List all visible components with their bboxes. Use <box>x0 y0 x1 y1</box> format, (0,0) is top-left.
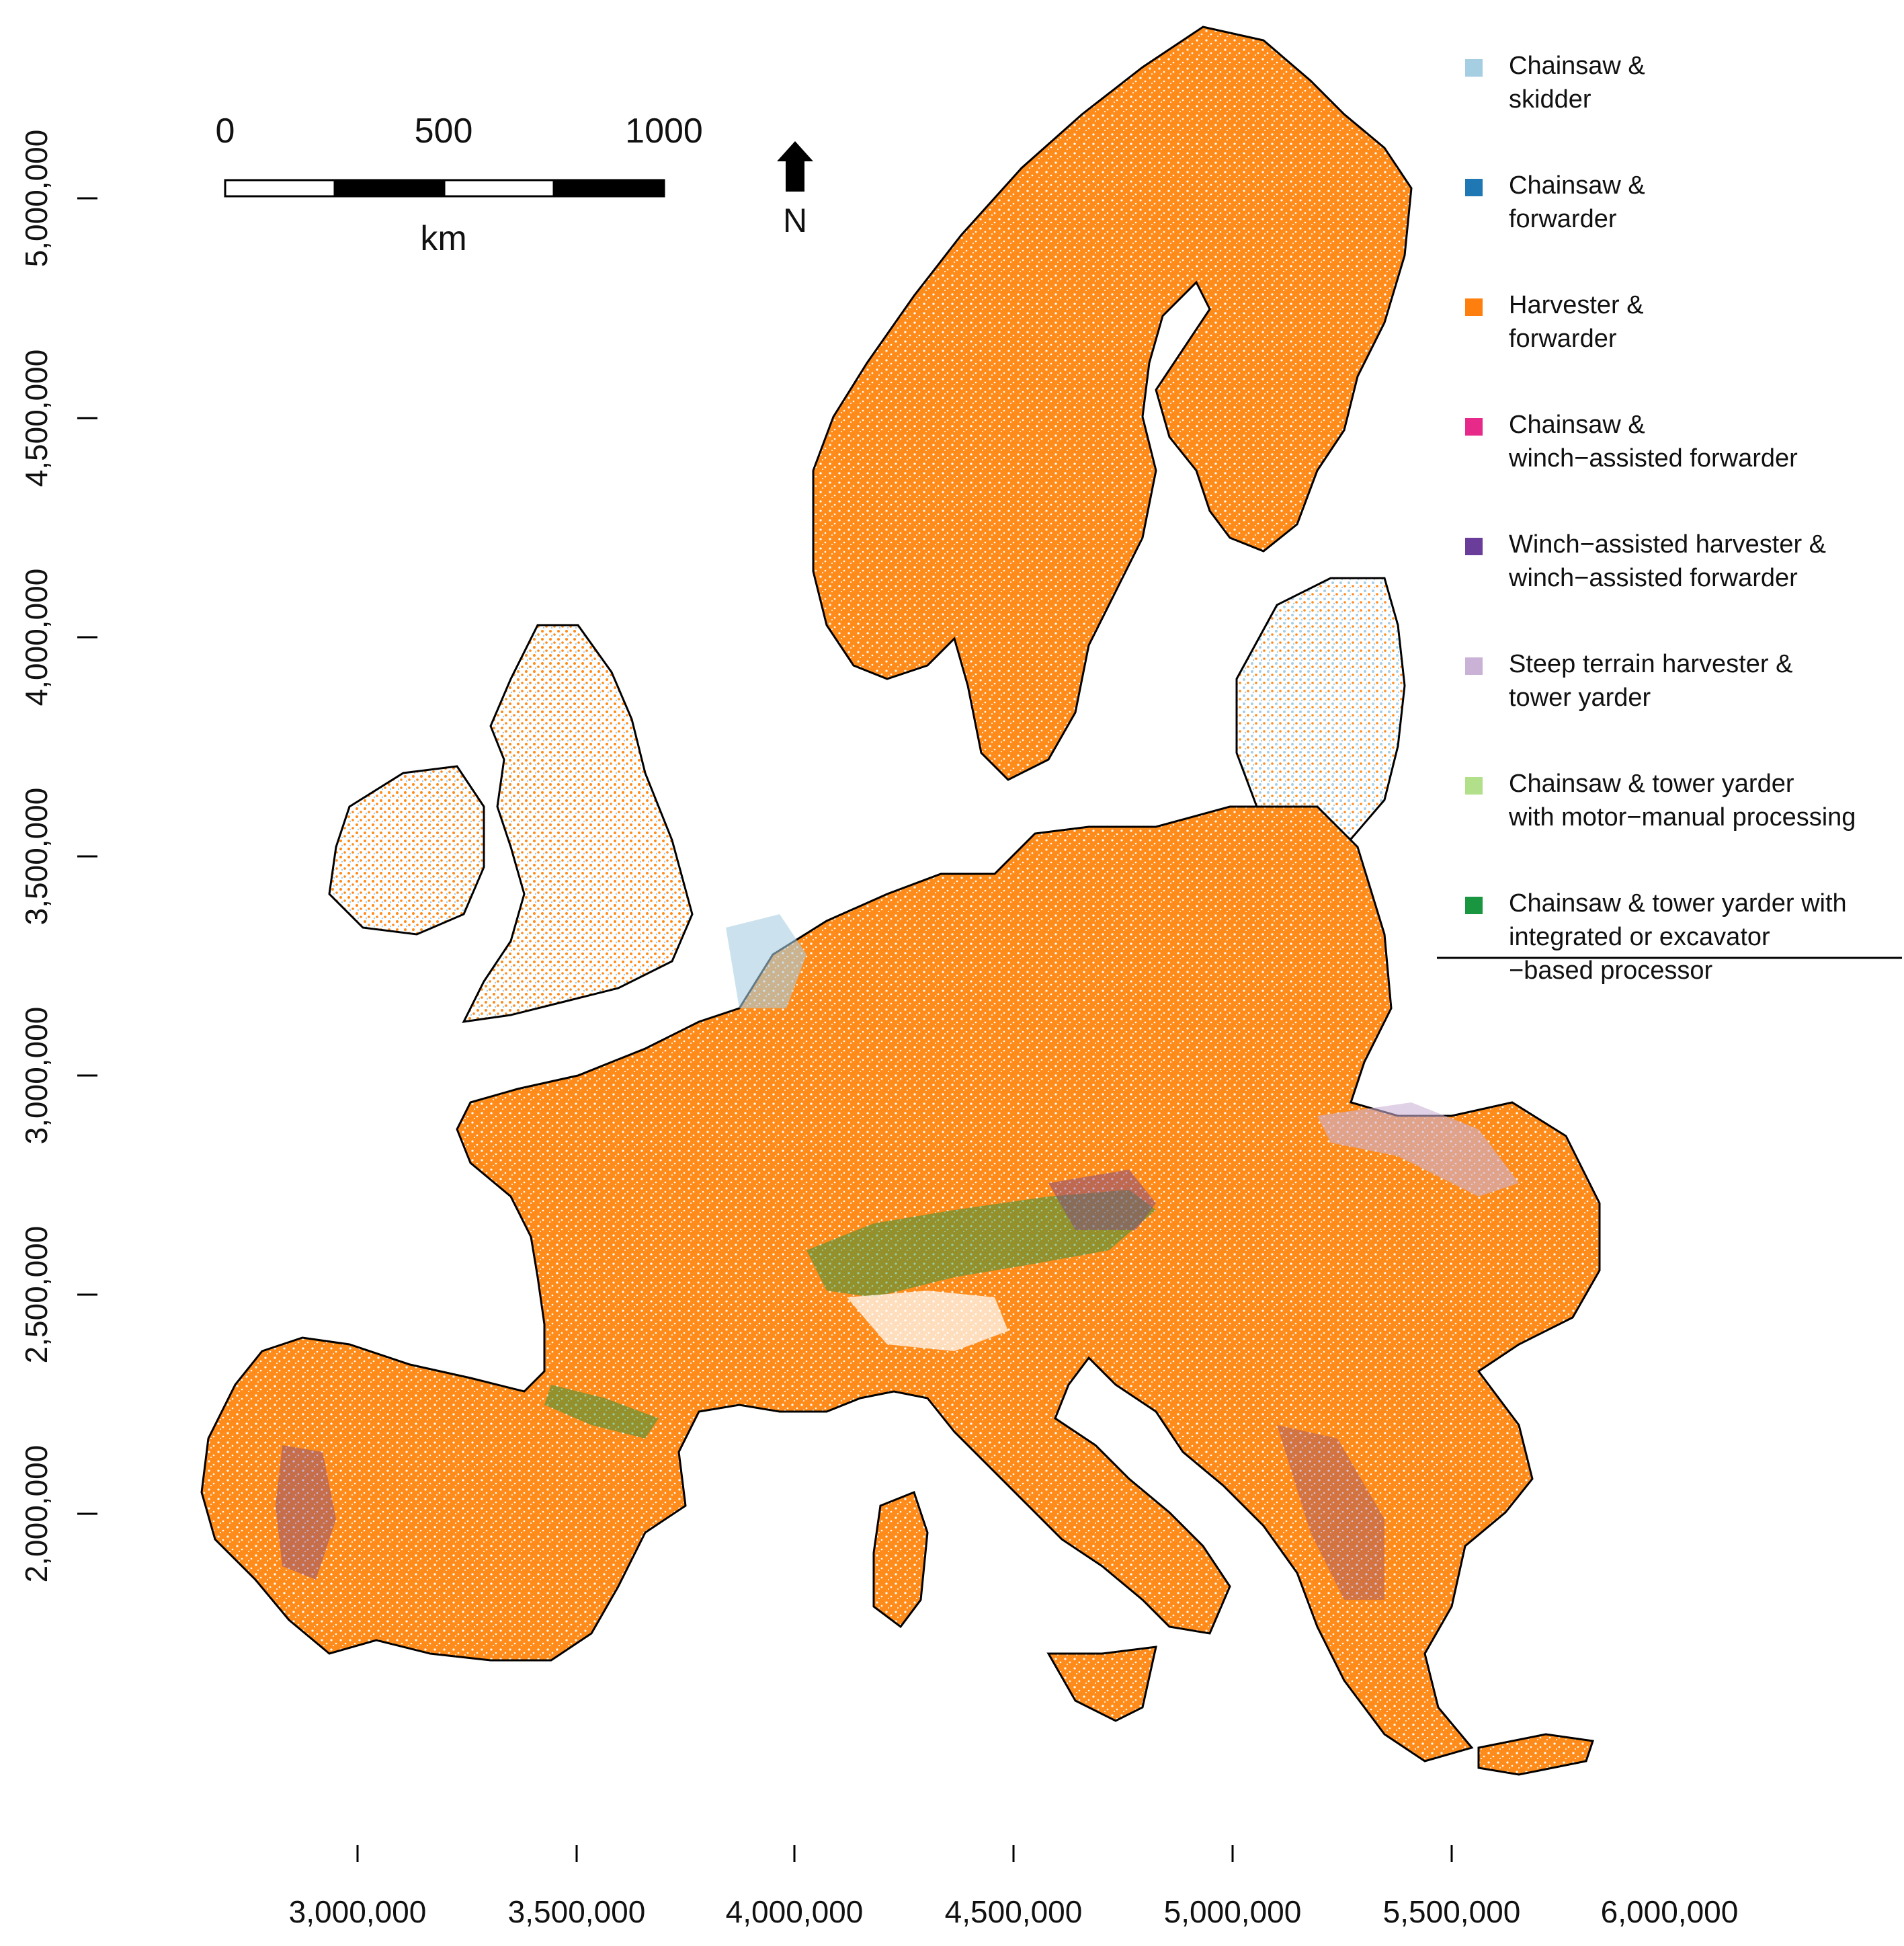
scale-bar: 0 500 1000 km <box>216 112 703 258</box>
scale-segment <box>552 179 665 198</box>
legend-label: −based processor <box>1509 957 1712 985</box>
y-tick-label: 3,500,000 <box>19 788 54 926</box>
pyrenees-overlay <box>544 1385 659 1438</box>
scale-segment <box>333 179 446 198</box>
legend-swatch <box>1465 777 1483 795</box>
legend-label: Steep terrain harvester & <box>1509 650 1792 678</box>
legend-swatch <box>1465 897 1483 914</box>
scale-unit-label: km <box>420 219 466 258</box>
po-valley-overlay <box>847 1291 1008 1351</box>
legend-label: winch−assisted forwarder <box>1508 564 1798 592</box>
north-arrow-icon <box>777 141 813 192</box>
scale-segment <box>443 179 555 198</box>
legend-label: Chainsaw & <box>1509 171 1645 200</box>
legend-swatch <box>1465 298 1483 316</box>
legend-label: tower yarder <box>1509 684 1651 712</box>
x-tick-label: 3,000,000 <box>289 1894 427 1929</box>
y-tick-label: 4,500,000 <box>19 350 54 487</box>
x-tick-label: 3,500,000 <box>508 1894 646 1929</box>
legend-label: forwarder <box>1509 325 1617 353</box>
legend-label: Chainsaw & <box>1509 52 1645 80</box>
scale-tick-label: 500 <box>415 112 473 151</box>
x-axis <box>356 1845 1453 1862</box>
region-continental-europe <box>200 805 1601 1762</box>
y-tick-label: 2,000,000 <box>19 1445 54 1583</box>
region-sicily <box>1046 1646 1157 1722</box>
land-masses <box>200 26 1601 1776</box>
legend-label: with motor−manual processing <box>1508 803 1856 832</box>
legend-label: Harvester & <box>1509 291 1644 319</box>
legend-label: Winch−assisted harvester & <box>1509 530 1826 559</box>
y-axis <box>77 197 97 1515</box>
region-ireland <box>328 765 485 936</box>
legend-label: winch−assisted forwarder <box>1508 444 1798 473</box>
scale-segment <box>224 179 336 198</box>
region-great-britain <box>462 624 694 1023</box>
legend-label: Chainsaw & tower yarder with <box>1509 889 1847 918</box>
north-label: N <box>783 202 807 239</box>
legend-swatch <box>1465 179 1483 196</box>
alps-purple-overlay <box>1048 1170 1156 1230</box>
x-tick-label: 4,500,000 <box>945 1894 1083 1929</box>
alps-overlay <box>806 1190 1156 1297</box>
legend-swatch <box>1465 657 1483 675</box>
legend: Chainsaw & skidder Chainsaw & forwarder Ha… <box>1437 52 1902 985</box>
y-tick-label: 5,000,000 <box>19 130 54 268</box>
region-crete <box>1477 1733 1594 1776</box>
y-axis-labels: 5,000,000 4,500,000 4,000,000 3,500,000 … <box>19 130 54 1583</box>
y-tick-label: 4,000,000 <box>19 569 54 706</box>
carpathians-overlay <box>1317 1102 1519 1197</box>
y-tick-label: 2,500,000 <box>19 1226 54 1364</box>
balkans-overlay <box>1277 1425 1384 1600</box>
x-tick-label: 4,000,000 <box>726 1894 864 1929</box>
x-tick-label: 5,000,000 <box>1164 1894 1302 1929</box>
legend-label: Chainsaw & <box>1509 411 1645 439</box>
region-sardinia <box>872 1491 929 1629</box>
region-scandinavia <box>812 26 1413 781</box>
north-arrow: N <box>777 141 813 239</box>
legend-label: Chainsaw & tower yarder <box>1509 770 1794 798</box>
steep-terrain-overlays <box>276 914 1519 1600</box>
scale-tick-label: 0 <box>216 112 235 151</box>
legend-label: forwarder <box>1509 205 1617 233</box>
scale-tick-label: 1000 <box>625 112 703 151</box>
legend-label: skidder <box>1509 85 1591 114</box>
y-tick-label: 3,000,000 <box>19 1007 54 1145</box>
x-tick-label: 5,500,000 <box>1383 1894 1521 1929</box>
benelux-blue-overlay <box>726 914 806 1008</box>
x-axis-labels: 3,000,000 3,500,000 4,000,000 4,500,000 … <box>289 1894 1739 1929</box>
legend-label: integrated or excavator <box>1509 923 1770 951</box>
iberia-blue-overlay <box>276 1445 336 1580</box>
legend-swatch <box>1465 59 1483 77</box>
legend-swatch <box>1465 538 1483 555</box>
legend-swatch <box>1465 418 1483 436</box>
x-tick-label: 6,000,000 <box>1601 1894 1739 1929</box>
